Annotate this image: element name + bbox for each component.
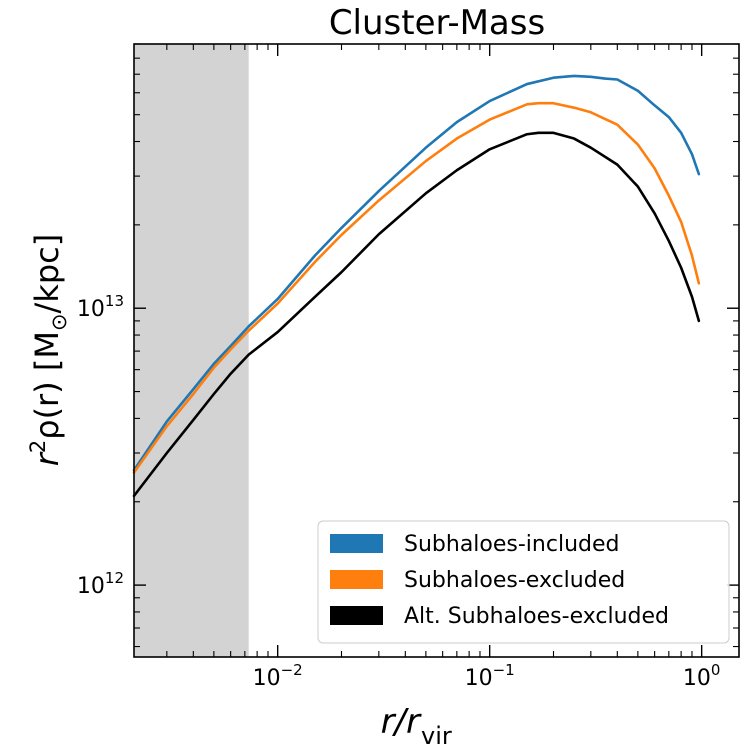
legend-swatch	[330, 570, 383, 589]
legend-swatch	[330, 606, 383, 625]
y-axis-label: r2ρ(r) [M⊙/kpc]	[26, 234, 71, 467]
plot-frame	[133, 43, 740, 658]
legend: Subhaloes-included Subhaloes-excluded Alt.…	[317, 520, 730, 644]
x-ticks: 10−2 10−1 100	[166, 44, 721, 691]
y-tick-label: 1012	[77, 569, 124, 599]
legend-label: Alt. Subhaloes-excluded	[404, 604, 669, 629]
chart-title: Cluster-Mass	[329, 3, 545, 43]
legend-label: Subhaloes-excluded	[404, 568, 625, 593]
series-line	[132, 74, 701, 472]
series-line	[132, 101, 701, 474]
shaded-region	[134, 44, 249, 657]
y-tick-label: 1013	[77, 292, 124, 322]
legend-label: Subhaloes-included	[404, 532, 619, 557]
series-lines	[132, 74, 701, 498]
x-tick-label: 100	[683, 661, 721, 691]
legend-swatch	[330, 534, 383, 553]
series-line	[132, 131, 701, 498]
x-axis-label-sub: vir	[421, 722, 452, 747]
x-tick-label: 10−2	[253, 661, 303, 691]
legend-box	[317, 520, 730, 644]
x-axis-label: r/r	[381, 702, 422, 742]
x-tick-label: 10−1	[465, 661, 515, 691]
